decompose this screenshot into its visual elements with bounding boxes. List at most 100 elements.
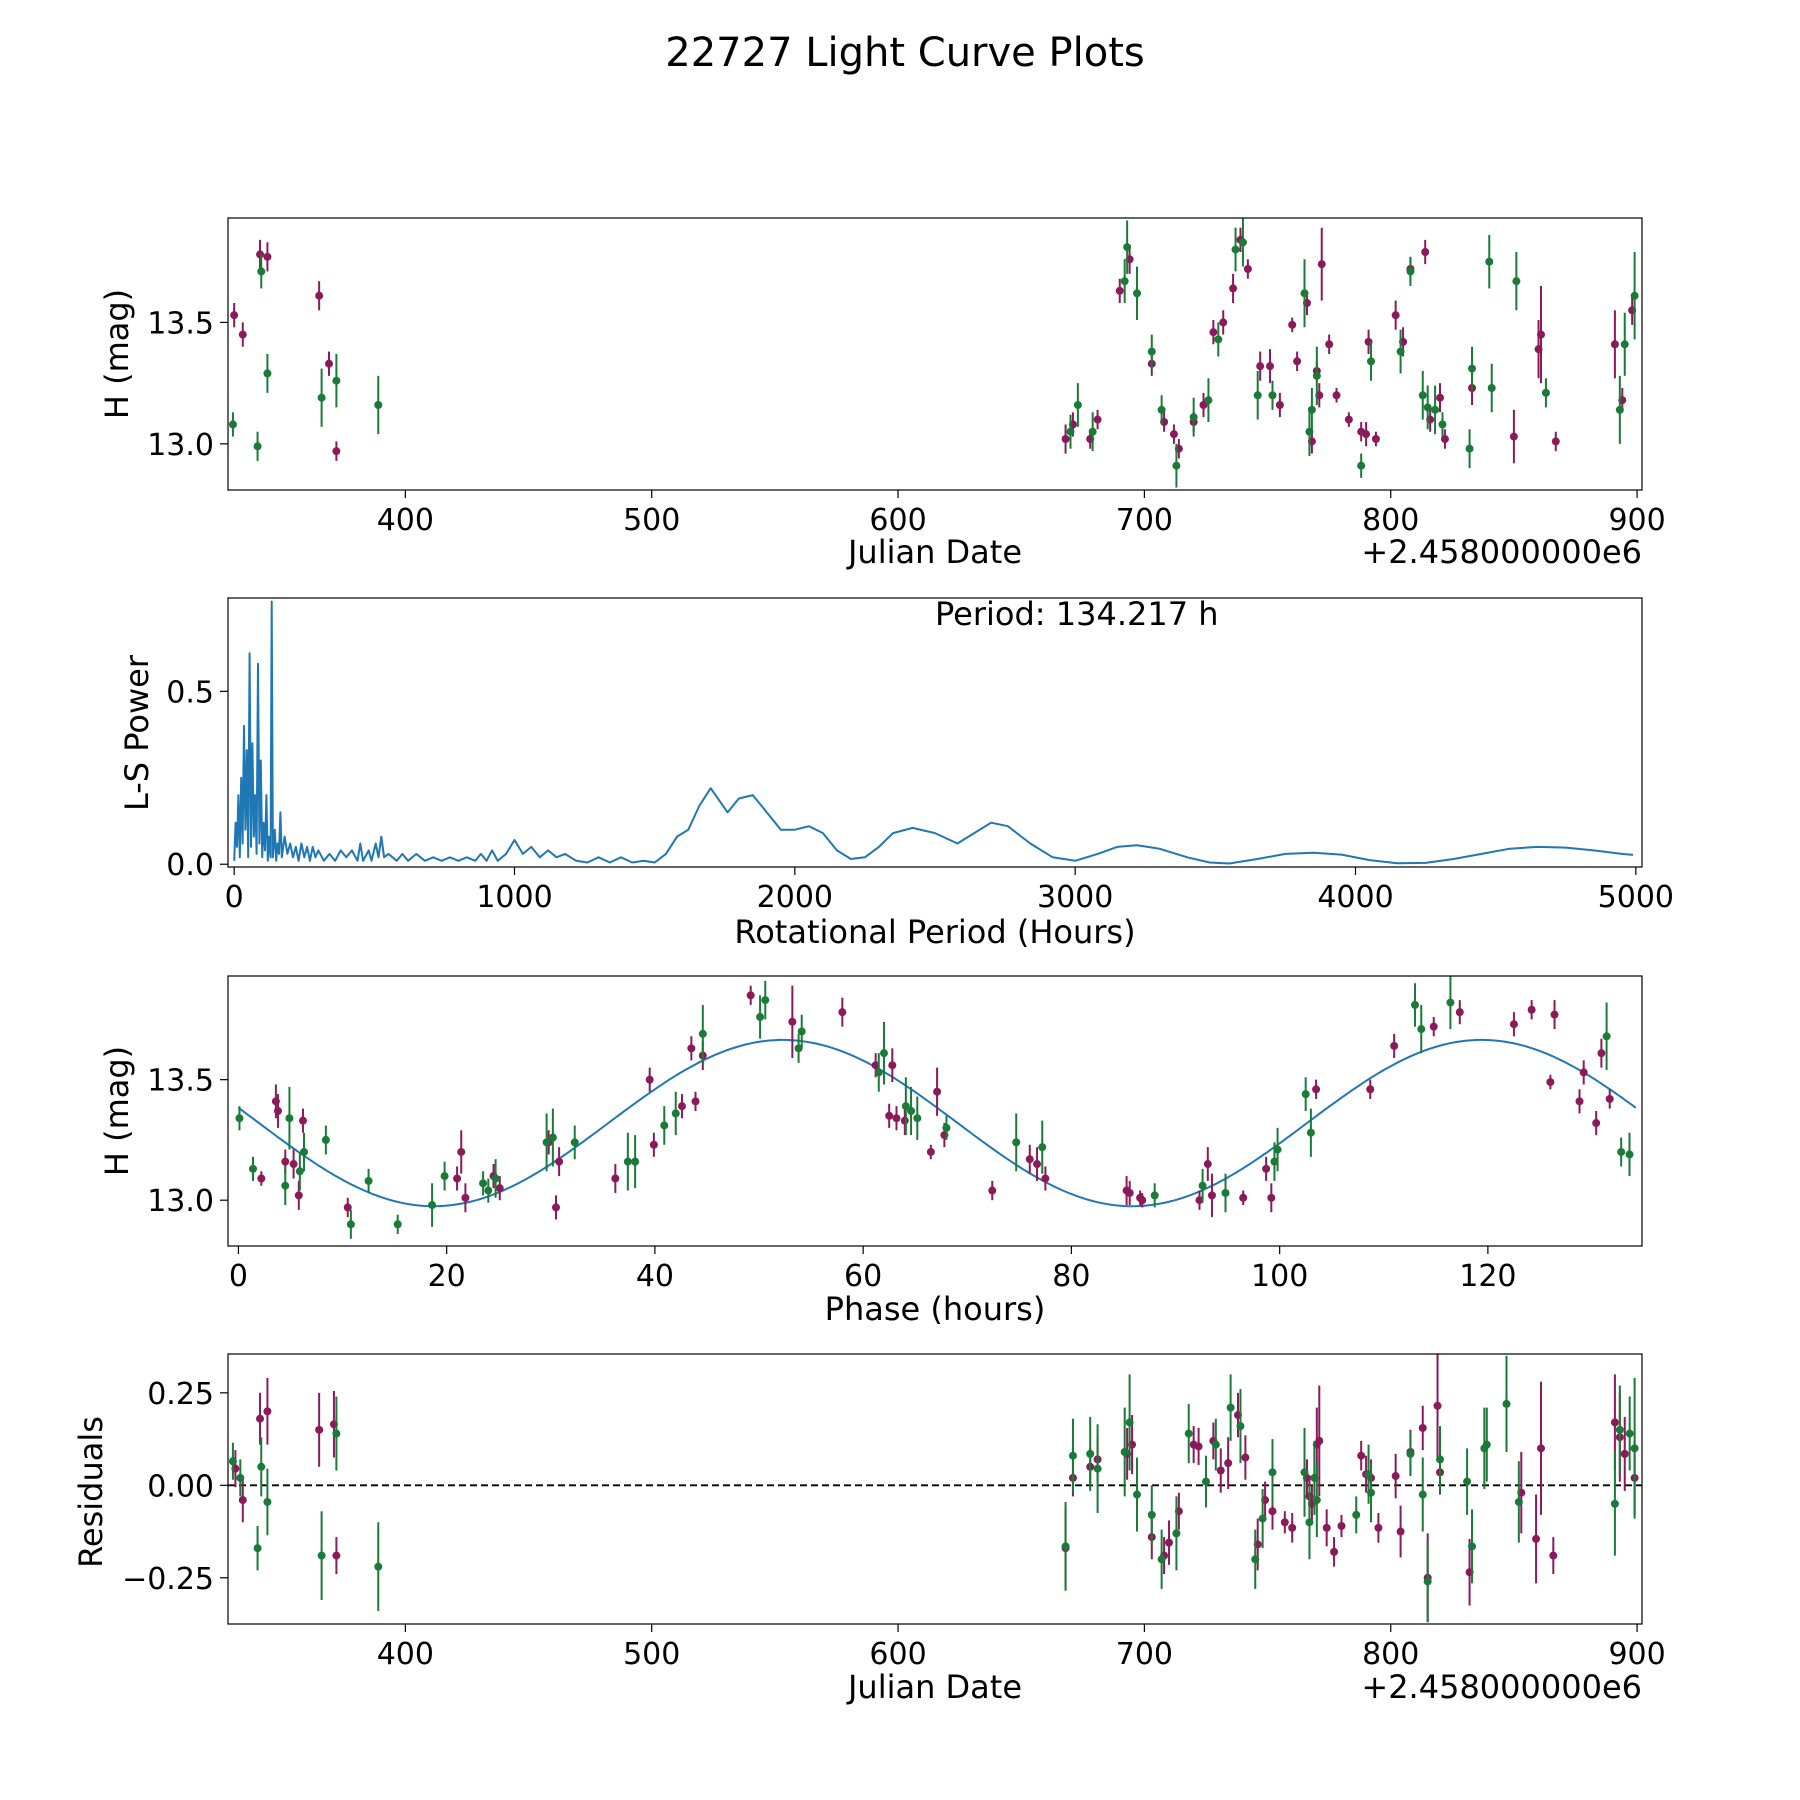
y-tick-label: 13.0	[147, 1184, 214, 1219]
data-point	[1268, 391, 1277, 400]
x-tick-label: 800	[1362, 503, 1419, 538]
data-point	[1195, 1196, 1204, 1205]
data-point	[238, 1496, 247, 1505]
data-point	[1239, 1193, 1248, 1202]
data-point	[1550, 1010, 1559, 1019]
data-point	[281, 1157, 290, 1166]
data-point	[1172, 461, 1181, 470]
data-point	[1433, 1401, 1442, 1410]
y-tick-label: 13.5	[147, 306, 214, 341]
data-point	[1512, 277, 1521, 286]
data-point	[1371, 435, 1380, 443]
data-point	[570, 1138, 579, 1147]
data-point	[1406, 267, 1415, 276]
data-point	[1203, 1160, 1212, 1169]
data-point	[1610, 1418, 1619, 1427]
data-point	[1509, 1020, 1518, 1029]
y-tick-label: −0.25	[122, 1562, 214, 1597]
data-point	[298, 1116, 307, 1125]
data-point	[660, 1121, 669, 1130]
data-point	[1093, 1464, 1102, 1473]
data-point	[788, 1017, 797, 1026]
lightcurve-axes: 400 500 600 700 800 900 13.0 13.5	[147, 306, 1666, 538]
data-point	[1061, 435, 1070, 443]
data-point	[907, 1107, 916, 1115]
data-point	[1630, 291, 1639, 300]
data-point	[1391, 311, 1400, 320]
data-point	[1268, 1468, 1277, 1477]
data-point	[1315, 1436, 1324, 1445]
data-point	[1357, 1451, 1366, 1460]
data-point	[901, 1102, 910, 1111]
data-point	[926, 1147, 935, 1156]
x-tick-label: 500	[623, 503, 680, 538]
data-point	[1357, 461, 1366, 470]
periodogram-line	[233, 600, 1634, 865]
data-point	[1423, 403, 1432, 412]
data-point	[1275, 401, 1284, 409]
data-point	[479, 1179, 488, 1188]
data-point	[1267, 1193, 1276, 1202]
data-point	[253, 442, 262, 451]
phased-plot-area	[235, 976, 1637, 1239]
data-point	[1468, 1542, 1477, 1551]
data-point	[548, 1133, 557, 1142]
data-point	[1061, 1542, 1070, 1551]
data-point	[1546, 1078, 1555, 1087]
periodogram-axes: 0 1000 2000 3000 4000 5000 0.0 0.5	[166, 675, 1674, 915]
residuals-offset-text: +2.458000000e6	[1361, 1668, 1642, 1706]
data-point	[256, 250, 265, 259]
data-point	[1147, 347, 1156, 356]
data-point	[332, 376, 341, 385]
data-point	[1241, 1453, 1250, 1462]
data-point	[1630, 1444, 1639, 1453]
data-point	[230, 311, 239, 320]
data-point	[1012, 1138, 1021, 1147]
data-point	[1532, 1534, 1541, 1543]
periodogram-annotation: Period: 134.217 h	[935, 595, 1219, 633]
data-point	[1390, 1041, 1399, 1050]
data-point	[1201, 1477, 1210, 1486]
data-point	[1549, 1551, 1558, 1560]
data-point	[257, 1462, 266, 1471]
data-point	[1301, 1090, 1310, 1099]
data-point	[1514, 1497, 1523, 1506]
data-point	[228, 420, 237, 429]
data-point	[687, 1044, 696, 1053]
data-point	[879, 1049, 888, 1058]
data-point	[913, 1114, 922, 1123]
x-tick-label: 2000	[757, 880, 833, 915]
data-point	[1615, 1425, 1624, 1434]
data-point	[1597, 1049, 1606, 1058]
data-point	[1025, 1155, 1034, 1164]
x-tick-label: 0	[229, 1259, 248, 1294]
data-point	[273, 1107, 282, 1115]
data-point	[691, 1097, 700, 1106]
y-tick-label: 0.25	[147, 1377, 214, 1412]
x-tick-label: 5000	[1598, 880, 1674, 915]
data-point	[1133, 1490, 1141, 1499]
data-point	[263, 1407, 272, 1416]
data-point	[1207, 1191, 1216, 1200]
periodogram-plot-area	[233, 600, 1634, 865]
data-point	[374, 401, 383, 409]
data-point	[393, 1220, 402, 1229]
data-point	[1273, 1145, 1282, 1154]
data-point	[1231, 245, 1240, 254]
data-point	[343, 1203, 352, 1212]
x-tick-label: 700	[1116, 503, 1173, 538]
y-tick-label: 0.0	[166, 848, 214, 883]
data-point	[263, 369, 272, 378]
model-curve	[237, 1038, 1637, 1208]
y-tick-label: 0.00	[147, 1469, 214, 1504]
data-point	[1625, 1150, 1634, 1159]
data-point	[325, 359, 333, 368]
data-point	[1362, 430, 1371, 439]
data-point	[257, 1174, 266, 1183]
x-tick-label: 0	[225, 880, 244, 915]
data-point	[1605, 1094, 1614, 1103]
y-tick-label: 13.5	[147, 1064, 214, 1099]
data-point	[1073, 401, 1082, 409]
periodogram-frame	[227, 597, 1643, 868]
phased-ylabel: H (mag)	[98, 1046, 136, 1176]
